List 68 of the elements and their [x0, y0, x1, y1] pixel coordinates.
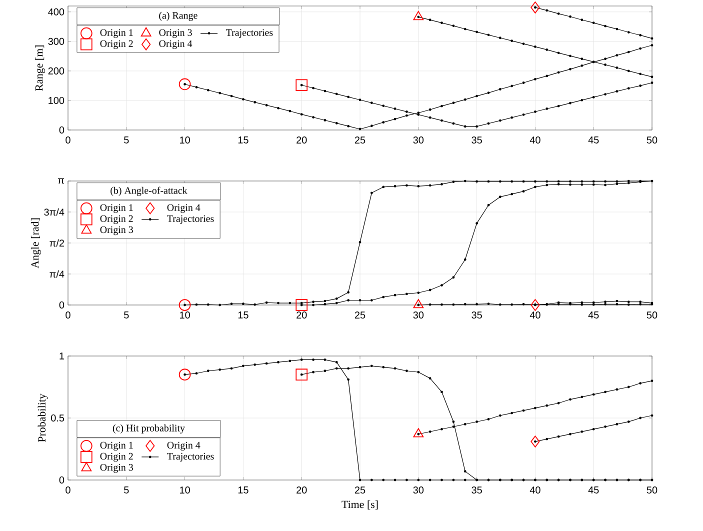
y-tick-label: π/2	[50, 239, 64, 247]
x-tick-label: 40	[530, 312, 540, 319]
x-tick-label: 15	[238, 136, 248, 144]
legend-label: Origin 4	[167, 442, 200, 451]
y-axis-title: Probability	[38, 394, 48, 442]
x-tick-label: 40	[530, 136, 540, 144]
y-tick-label: 200	[48, 67, 64, 74]
x-tick-label: 20	[296, 486, 307, 494]
legend-label: Origin 3	[100, 226, 133, 236]
y-tick-label: 400	[48, 8, 64, 16]
x-tick-label: 20	[296, 136, 307, 144]
x-tick-label: 50	[646, 312, 658, 319]
x-tick-label: 30	[413, 312, 424, 319]
y-tick-label: 3π/4	[44, 208, 64, 216]
x-tick-label: 25	[354, 312, 366, 319]
legend-label: Origin 2	[100, 215, 133, 224]
x-tick-label: 50	[646, 486, 658, 494]
legend-label: Origin 1	[100, 442, 133, 451]
x-tick-label: 45	[588, 486, 599, 494]
y-tick-label: 0	[59, 301, 64, 309]
y-tick-label: 1	[60, 352, 64, 360]
x-tick-label: 5	[124, 486, 129, 494]
x-tick-label: 15	[238, 486, 248, 494]
x-tick-label: 5	[124, 136, 129, 144]
x-tick-label: 35	[472, 312, 482, 319]
x-tick-label: 0	[66, 136, 70, 144]
legend-label: Origin 1	[100, 204, 133, 213]
x-tick-label: 5	[124, 312, 129, 318]
y-tick-label: 0	[59, 476, 64, 484]
legend-title: (c) Hit probability	[112, 424, 185, 434]
x-tick-label: 50	[646, 136, 658, 144]
legend-label: Trajectories	[226, 29, 273, 38]
x-tick-label: 40	[530, 486, 540, 494]
x-tick-label: 35	[472, 486, 482, 494]
x-tick-label: 45	[588, 136, 599, 144]
legend-label: Trajectories	[167, 215, 214, 224]
y-tick-label: 0	[59, 126, 64, 134]
y-tick-label: π	[58, 178, 64, 184]
y-axis-title: Angle [rad]	[30, 218, 41, 268]
legend-label: Trajectories	[167, 452, 214, 462]
x-tick-label: 10	[180, 136, 190, 144]
y-tick-label: 0.5	[51, 414, 64, 422]
legend-label: Origin 3	[159, 29, 192, 38]
y-tick-label: 300	[48, 38, 64, 45]
legend-title: (b) Angle-of-attack	[110, 186, 188, 196]
x-tick-label: 30	[413, 486, 424, 494]
y-axis-title: Range [m]	[35, 46, 45, 91]
x-tick-label: 15	[238, 312, 248, 318]
y-tick-label: 100	[48, 96, 64, 104]
legend-label: Origin 2	[100, 452, 133, 462]
x-tick-label: 20	[296, 312, 307, 319]
legend-label: Origin 2	[100, 40, 133, 50]
y-tick-label: π/4	[50, 270, 64, 278]
x-tick-label: 0	[66, 486, 70, 494]
x-tick-label: 35	[472, 136, 482, 144]
x-tick-label: 45	[588, 312, 599, 318]
legend-title: (a) Range	[159, 12, 198, 21]
x-tick-label: 25	[354, 136, 366, 144]
x-tick-label: 10	[180, 486, 190, 494]
x-tick-label: 30	[413, 136, 424, 144]
x-tick-label: 10	[180, 312, 190, 319]
x-tick-label: 0	[66, 312, 70, 319]
legend-label: Origin 3	[100, 464, 133, 473]
legend-label: Origin 4	[159, 40, 192, 50]
legend-label: Origin 4	[167, 204, 200, 213]
x-tick-label: 25	[354, 486, 366, 494]
x-axis-title: Time [s]	[342, 500, 378, 510]
legend-label: Origin 1	[100, 29, 133, 38]
